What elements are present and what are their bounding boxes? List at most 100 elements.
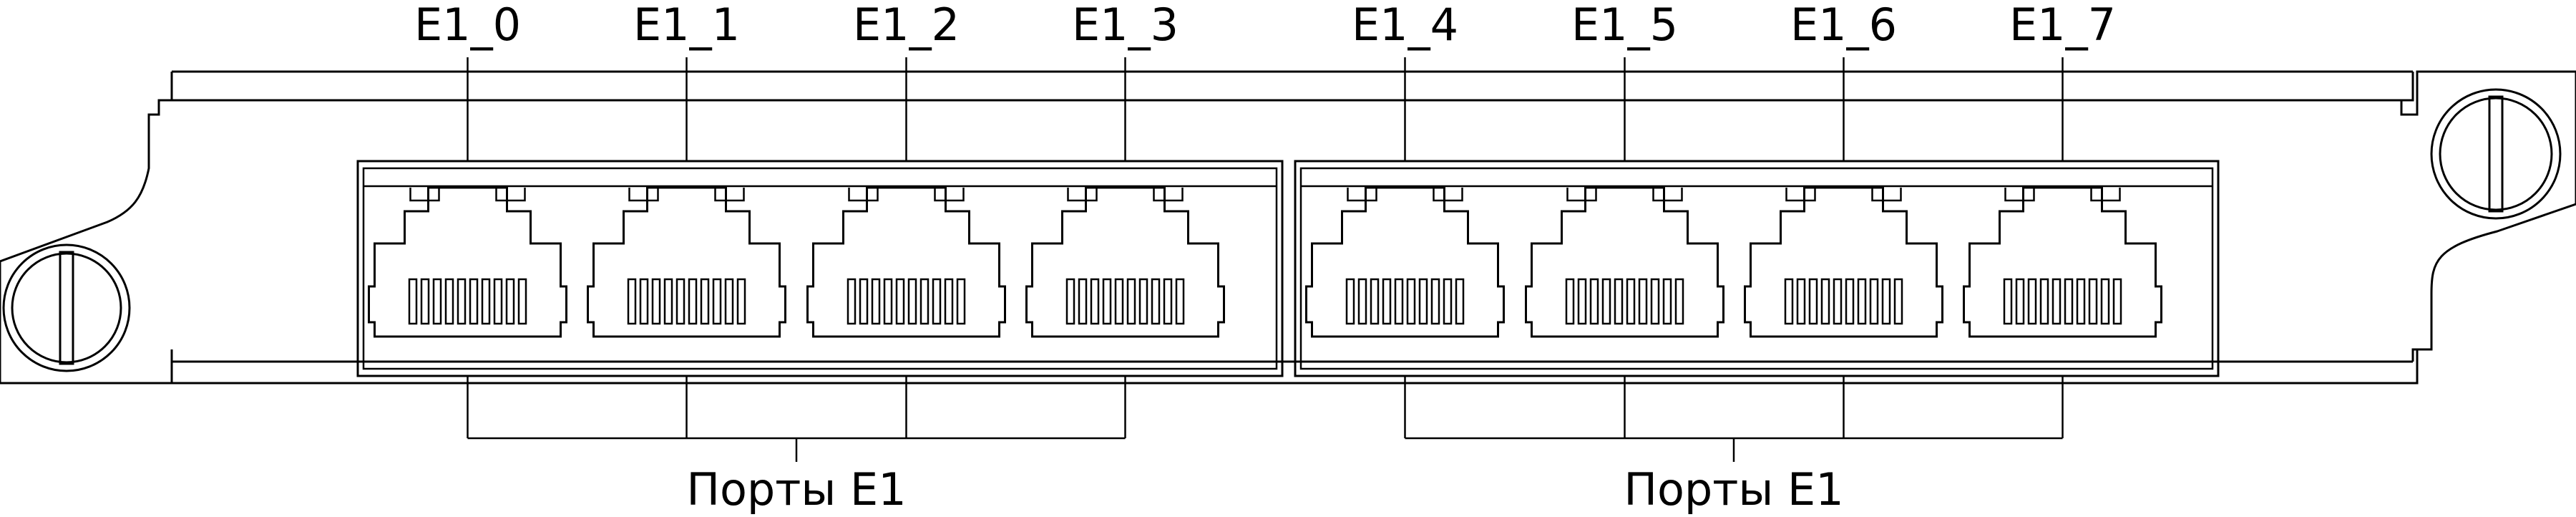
contact-pin [1845, 278, 1855, 325]
rj45-port-5[interactable] [1525, 186, 1724, 338]
contact-pin [2039, 278, 2049, 325]
contact-pin [736, 278, 746, 325]
port-label-2: E1_2 [853, 0, 960, 51]
contact-pin [724, 278, 734, 325]
contact-pin [1674, 278, 1684, 325]
contact-pin [2064, 278, 2074, 325]
contact-pin [1175, 278, 1185, 325]
port-label-1: E1_1 [633, 0, 740, 51]
contact-pin [1418, 278, 1428, 325]
contact-pin [1808, 278, 1818, 325]
contact-pin [712, 278, 722, 325]
rj45-port-4[interactable] [1305, 186, 1505, 338]
contact-pin [1869, 278, 1879, 325]
rj45-jack-outline [1963, 186, 2162, 338]
contact-pin [907, 278, 917, 325]
contact-pin [688, 278, 698, 325]
contact-pin [1430, 278, 1440, 325]
rj45-jack-outline [1025, 186, 1225, 338]
jack-latch-right [934, 188, 965, 202]
contact-pin [2015, 278, 2025, 325]
contact-pin [1443, 278, 1453, 325]
port-block-0 [356, 160, 1284, 377]
contact-pin [1151, 278, 1161, 325]
contact-pin [517, 278, 527, 325]
contact-pin [847, 278, 857, 325]
contact-pin [1820, 278, 1830, 325]
port-label-5: E1_5 [1571, 0, 1678, 51]
jack-latch-right [1652, 188, 1683, 202]
contact-pin [700, 278, 710, 325]
rj45-port-7[interactable] [1963, 186, 2162, 338]
jack-latch-right [2090, 188, 2121, 202]
contact-pin [481, 278, 491, 325]
contact-pin [1090, 278, 1100, 325]
contact-pin [432, 278, 442, 325]
jack-latch-left [2004, 188, 2035, 202]
contact-pin [2076, 278, 2086, 325]
rj45-port-6[interactable] [1744, 186, 1943, 338]
contact-pin [859, 278, 869, 325]
rj45-port-3[interactable] [1025, 186, 1225, 338]
port-label-0: E1_0 [414, 0, 521, 51]
port-group-label-0: Порты E1 [686, 463, 906, 514]
contact-pin [1796, 278, 1806, 325]
contact-pin [1614, 278, 1624, 325]
contact-pin [1163, 278, 1173, 325]
jack-latch-right [495, 188, 526, 202]
contact-pin [1589, 278, 1599, 325]
contact-pin [675, 278, 686, 325]
contact-pin [895, 278, 905, 325]
contact-pin [1455, 278, 1465, 325]
rj45-port-2[interactable] [806, 186, 1006, 338]
jack-latch-left [628, 188, 659, 202]
contact-pin [469, 278, 479, 325]
port-group-bracket-1 [1404, 376, 2064, 462]
left-screw-icon [2, 243, 131, 372]
contact-pin [1114, 278, 1124, 325]
rj45-port-1[interactable] [587, 186, 786, 338]
contact-pin [1406, 278, 1416, 325]
contact-pin [1638, 278, 1648, 325]
contact-pin [1881, 278, 1891, 325]
contact-pin [457, 278, 467, 325]
jack-latch-left [1067, 188, 1098, 202]
contact-pin [944, 278, 954, 325]
rj45-jack-outline [1305, 186, 1505, 338]
rj45-jack-outline [587, 186, 786, 338]
contact-pin [1626, 278, 1636, 325]
jack-latch-left [1785, 188, 1816, 202]
rj45-port-0[interactable] [368, 186, 567, 338]
contact-pin [663, 278, 673, 325]
contact-pin [1370, 278, 1380, 325]
contact-pin [408, 278, 418, 325]
contact-pin [444, 278, 454, 325]
contact-pin [932, 278, 942, 325]
contact-pin [1662, 278, 1672, 325]
jack-latch-left [1347, 188, 1377, 202]
contact-pin [1078, 278, 1088, 325]
contact-pin [1065, 278, 1075, 325]
contact-pin [1382, 278, 1392, 325]
jack-latch-right [714, 188, 745, 202]
contact-pin [2003, 278, 2013, 325]
contact-pin [1650, 278, 1660, 325]
contact-pin [1357, 278, 1367, 325]
jack-latch-right [1871, 188, 1902, 202]
contact-pin [505, 278, 515, 325]
contact-pin [1893, 278, 1903, 325]
contact-pin [1857, 278, 1867, 325]
jack-latch-right [1153, 188, 1184, 202]
rj45-jack-outline [1744, 186, 1943, 338]
contact-pin [651, 278, 661, 325]
contact-pin [1577, 278, 1587, 325]
contact-pin [919, 278, 930, 325]
contact-pin [1601, 278, 1611, 325]
jack-latch-left [1566, 188, 1597, 202]
contact-pin [627, 278, 637, 325]
port-label-4: E1_4 [1352, 0, 1458, 51]
port-block-1 [1294, 160, 2220, 377]
jack-latch-left [409, 188, 440, 202]
